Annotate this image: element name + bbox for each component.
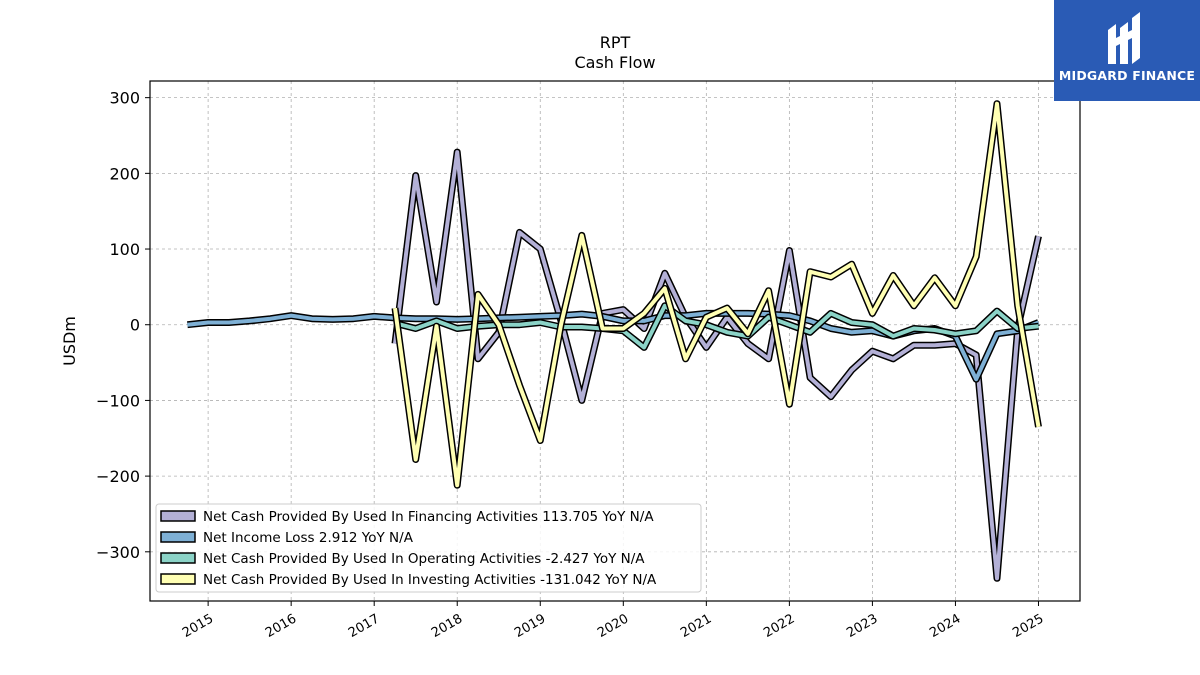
x-tick-label: 2017 [346,611,382,641]
y-axis-ticks: 300 200 100 0 −100 −200 −300 [96,89,150,562]
x-tick-label: 2024 [927,611,963,641]
x-axis-ticks: 2015 2016 2017 2018 2019 2020 2021 2022 2023 2024… [180,601,1046,641]
y-tick-label: 100 [109,240,140,259]
legend-swatch [160,573,196,585]
chart-subtitle: Cash Flow [574,53,655,72]
y-axis-label: USDm [60,316,79,366]
logo-text: MIDGARD FINANCE [1058,68,1196,83]
x-tick-label: 2021 [678,611,714,641]
plot-frame [149,80,1081,602]
x-tick-label: 2015 [180,611,216,641]
x-tick-label: 2018 [429,611,465,641]
series-line-3 [391,100,1042,489]
legend-box [155,503,702,593]
legend-entry: Net Cash Provided By Used In Operating A… [203,551,645,567]
y-tick-label: 0 [130,316,140,335]
y-tick-label: 200 [109,164,140,183]
grid-lines [150,81,1080,601]
midgard-finance-logo: MIDGARD FINANCE [1054,0,1200,101]
logo-mark-icon [1108,12,1140,64]
y-tick-label: −300 [96,543,140,562]
x-tick-label: 2020 [595,611,631,641]
series-layer [187,100,1042,582]
x-tick-label: 2025 [1010,611,1046,641]
legend-entry: Net Cash Provided By Used In Financing A… [203,509,654,525]
legend-swatch [160,552,196,564]
chart-title: RPT [600,33,631,52]
legend-entry: Net Income Loss 2.912 YoY N/A [203,530,414,546]
y-tick-label: −200 [96,467,140,486]
series-line [393,101,1041,488]
x-tick-label: 2023 [844,611,880,641]
series-outline [391,100,1042,489]
x-tick-label: 2016 [263,611,299,641]
legend-swatch [160,510,196,522]
legend-swatch [160,531,196,543]
y-tick-label: −100 [96,391,140,410]
y-tick-label: 300 [109,89,140,108]
x-tick-label: 2022 [761,611,797,641]
legend: Net Cash Provided By Used In Financing A… [155,503,702,593]
legend-entry: Net Cash Provided By Used In Investing A… [203,572,657,588]
x-tick-label: 2019 [512,611,548,641]
